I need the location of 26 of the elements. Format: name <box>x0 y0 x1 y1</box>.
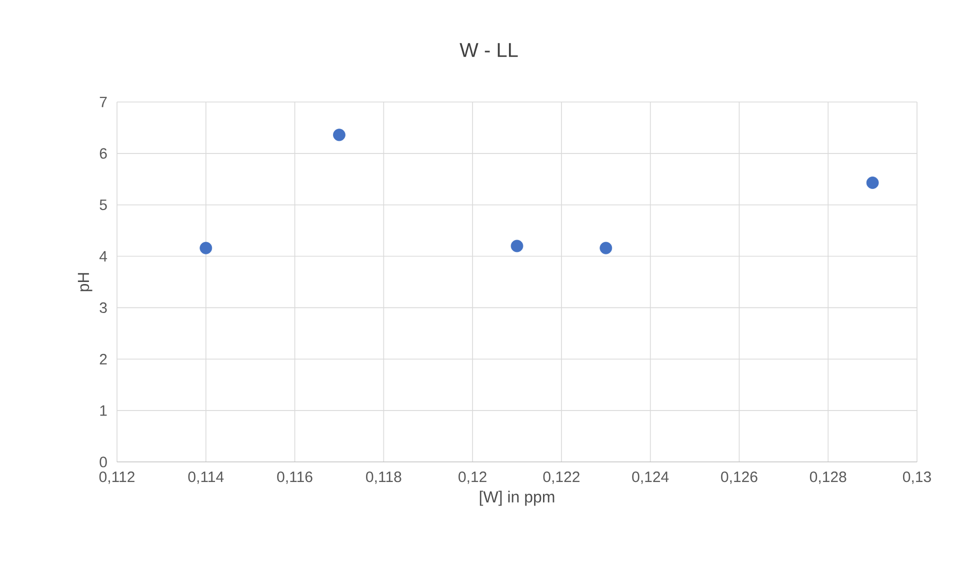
chart-title: W - LL <box>460 43 518 57</box>
y-axis-title: pH <box>78 273 92 292</box>
x-tick-label: 0,116 <box>277 472 312 484</box>
x-tick-label: 0,122 <box>543 472 580 484</box>
y-tick-label: 3 <box>100 302 107 314</box>
x-tick-label: 0,124 <box>632 472 669 484</box>
point <box>333 128 346 142</box>
point <box>200 242 212 254</box>
x-tick-label: 0,126 <box>721 472 758 484</box>
x-tick-label: 0,114 <box>188 472 224 484</box>
x-tick-label: 0,112 <box>99 472 134 484</box>
y-tick-label: 1 <box>100 405 107 416</box>
y-tick-label: 0 <box>100 456 107 468</box>
y-tick-label: 2 <box>100 354 107 364</box>
x-axis-title: [W] in ppm <box>480 490 554 506</box>
x-tick-label: 0,128 <box>810 472 846 484</box>
point <box>510 240 524 252</box>
y-tick-label: 7 <box>100 96 107 108</box>
point <box>866 176 879 189</box>
x-tick-label: 0,12 <box>458 472 486 484</box>
x-tick-label: 0,118 <box>366 472 402 484</box>
x-tick-label: 0,13 <box>902 472 931 484</box>
y-tick-label: 5 <box>100 200 107 210</box>
point <box>600 242 612 254</box>
y-tick-label: 4 <box>99 251 108 262</box>
y-tick-label: 6 <box>100 148 107 159</box>
